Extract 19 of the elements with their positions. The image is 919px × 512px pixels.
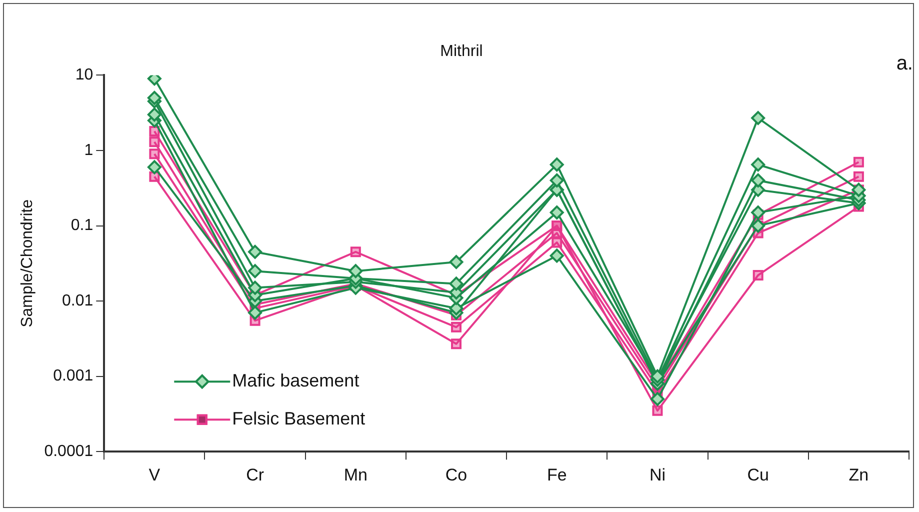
x-tick-label: Ni (649, 465, 666, 484)
y-axis-title: Sample/Chondrite (19, 199, 36, 328)
y-tick-label: 0.001 (53, 368, 94, 385)
legend-label: Mafic basement (232, 370, 360, 391)
x-tick-label: Mn (344, 465, 368, 484)
y-tick-label: 10 (75, 66, 94, 84)
y-tick-label: 0.01 (62, 292, 94, 310)
y-tick-label: 0.1 (70, 217, 94, 234)
x-tick-label: Cr (246, 465, 264, 484)
chart-title: Mithril (440, 43, 483, 60)
x-tick-label: Cu (747, 465, 769, 484)
x-tick-label: Fe (546, 465, 567, 484)
legend-label: Felsic Basement (232, 408, 366, 429)
x-tick-label: Co (445, 465, 468, 484)
y-tick-label: 1 (84, 142, 94, 159)
text: a. (896, 52, 913, 75)
y-tick-label: 0.0001 (44, 443, 94, 460)
x-tick-label: V (148, 465, 161, 484)
x-tick-label: Zn (848, 465, 869, 484)
